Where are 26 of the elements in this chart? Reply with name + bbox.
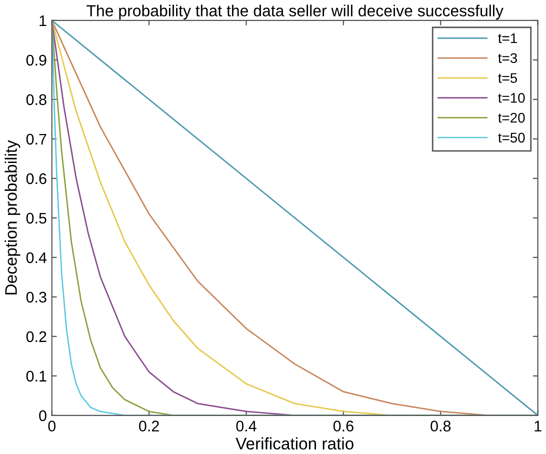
y-tick-label: 0.8 (26, 94, 46, 106)
x-tick-label: 0.8 (430, 420, 451, 432)
y-tick-label: 0.9 (26, 54, 46, 66)
x-tick-label: 1 (534, 420, 542, 432)
y-tick-label: 0.5 (26, 212, 46, 224)
y-axis-title: Deception probability (4, 140, 20, 294)
legend-label: t=10 (498, 92, 525, 103)
y-tick-label: 0.7 (26, 134, 46, 145)
y-tick-label: 0.6 (26, 173, 46, 184)
y-tick-label: 0.1 (26, 370, 46, 382)
y-tick-label: 0.3 (26, 292, 46, 303)
legend-label: t=5 (498, 73, 518, 83)
y-tick-label: 0.4 (26, 252, 47, 264)
legend-label: t=50 (498, 132, 525, 143)
legend-label: t=3 (498, 53, 517, 64)
x-tick-label: 0 (48, 420, 56, 432)
x-axis-title: Verification ratio (236, 437, 354, 450)
legend-label: t=20 (498, 112, 525, 123)
y-tick-label: 1 (40, 15, 46, 26)
legend-label: t=1 (498, 33, 517, 44)
x-tick-label: 0.2 (139, 420, 159, 432)
x-tick-label: 0.6 (333, 420, 354, 432)
y-tick-label: 0.2 (26, 331, 46, 342)
chart-title: The probability that the data seller will deceive successfully (86, 4, 504, 20)
y-tick-label: 0 (39, 410, 46, 422)
x-tick-label: 0.4 (236, 420, 256, 432)
